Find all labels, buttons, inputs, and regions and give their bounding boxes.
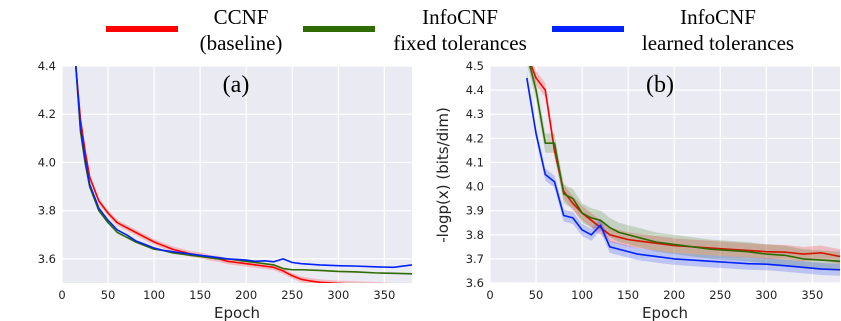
x-tick-label: 0 — [58, 288, 65, 302]
legend-entry-ccnf: CCNF (baseline) — [106, 5, 282, 55]
y-tick-label: 4.3 — [466, 107, 484, 121]
y-tick-label: 4.5 — [466, 59, 484, 73]
x-tick-label: 350 — [801, 288, 823, 302]
x-tick-label: 200 — [663, 288, 685, 302]
y-tick-label: 3.9 — [466, 204, 484, 218]
series-band-b-1 — [527, 66, 840, 271]
series-line-a-2 — [75, 66, 412, 269]
x-axis-label-a: Epoch — [214, 304, 260, 321]
x-tick-label: 350 — [373, 288, 395, 302]
legend-entry-infocnf-fixed: InfoCNF fixed tolerances — [303, 5, 527, 55]
y-tick-label: 4.2 — [466, 131, 484, 145]
tick-labels-b: 0 50 100 150 200 250 300 350 3.6 3.7 3.8 3.9 4.0 4.1 4… — [466, 59, 824, 302]
plot-background-a — [62, 66, 412, 283]
chart-panel-b: 0 50 100 150 200 250 300 350 3.6 3.7 3.8 3.9 4.0 4.1 4… — [434, 59, 840, 321]
x-tick-label: 150 — [189, 288, 211, 302]
y-tick-label: 4.4 — [38, 59, 56, 73]
panel-label-b: (b) — [646, 72, 674, 98]
x-tick-label: 150 — [617, 288, 639, 302]
series-line-b-1 — [529, 66, 840, 263]
legend-label-ccnf-line1: CCNF — [214, 5, 269, 29]
plot-background-b — [490, 66, 840, 283]
y-tick-label: 3.8 — [466, 228, 484, 242]
y-tick-label: 3.6 — [466, 276, 484, 290]
x-tick-label: 100 — [571, 288, 593, 302]
x-tick-label: 250 — [709, 288, 731, 302]
series-group-b — [526, 66, 840, 276]
y-tick-label: 4.1 — [466, 155, 484, 169]
y-tick-label: 4.2 — [38, 107, 56, 121]
series-group-a — [75, 66, 412, 283]
legend-swatch-infocnf-fixed — [303, 26, 375, 32]
x-tick-label: 0 — [486, 288, 493, 302]
y-tick-label: 4.0 — [466, 180, 484, 194]
legend-swatch-ccnf — [106, 26, 178, 32]
panel-label-a: (a) — [223, 72, 250, 98]
x-tick-label: 50 — [101, 288, 116, 302]
y-tick-label: 3.7 — [466, 252, 484, 266]
y-axis-label-b: -logp(x) (bits/dim) — [434, 107, 452, 243]
x-tick-label: 300 — [755, 288, 777, 302]
x-tick-label: 200 — [235, 288, 257, 302]
legend-label-infocnf-fixed-line2: fixed tolerances — [393, 31, 527, 55]
legend-label-infocnf-learned-line1: InfoCNF — [680, 5, 756, 29]
x-tick-label: 50 — [529, 288, 544, 302]
x-tick-label: 250 — [281, 288, 303, 302]
tick-labels-a: 0 50 100 150 200 250 300 350 3.6 3.8 4.0 4.2 4.4 — [38, 59, 396, 302]
y-tick-label: 4.4 — [466, 83, 484, 97]
x-axis-label-b: Epoch — [642, 304, 688, 321]
legend: CCNF (baseline) InfoCNF fixed tolerances… — [106, 5, 794, 55]
y-tick-label: 3.8 — [38, 204, 56, 218]
legend-label-ccnf-line2: (baseline) — [200, 31, 283, 55]
legend-entry-infocnf-learned: InfoCNF learned tolerances — [552, 5, 794, 55]
chart-panel-a: 0 50 100 150 200 250 300 350 3.6 3.8 4.0 4.2 4.4 Epoc… — [38, 59, 412, 321]
legend-swatch-infocnf-learned — [552, 26, 624, 32]
x-tick-label: 300 — [327, 288, 349, 302]
series-line-b-2 — [526, 77, 840, 271]
y-tick-label: 3.6 — [38, 252, 56, 266]
gridlines-b — [489, 65, 840, 284]
legend-label-infocnf-learned-line2: learned tolerances — [642, 31, 794, 55]
legend-label-infocnf-fixed-line1: InfoCNF — [422, 5, 498, 29]
y-tick-label: 4.0 — [38, 155, 56, 169]
series-line-a-1 — [75, 66, 412, 275]
x-tick-label: 100 — [143, 288, 165, 302]
